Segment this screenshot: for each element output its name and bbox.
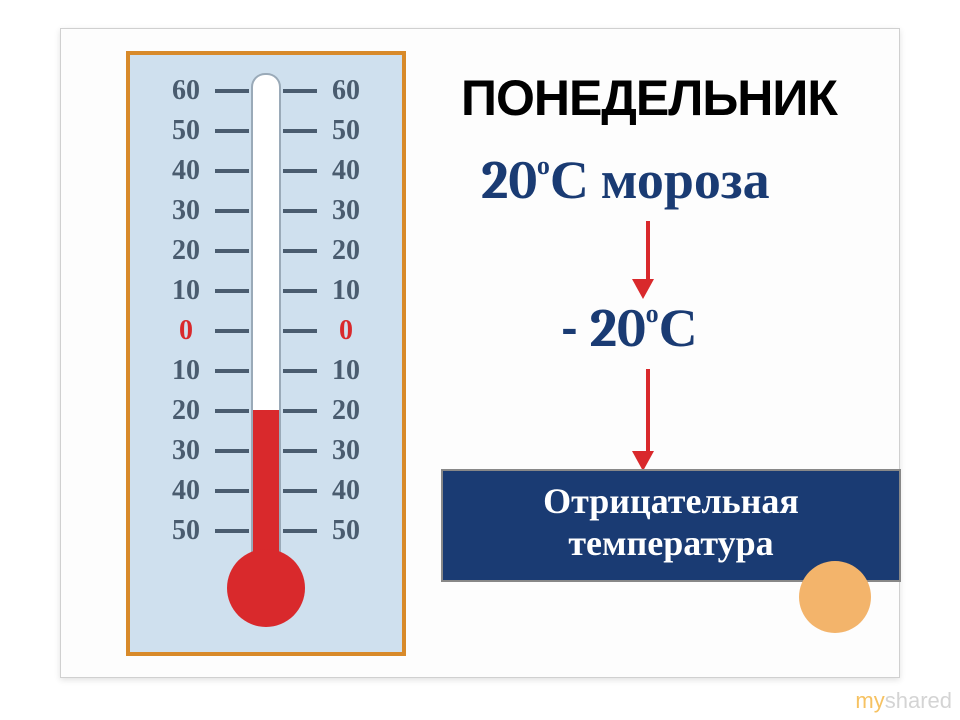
arrow-down-icon (641, 369, 654, 471)
result-line-2: температура (449, 523, 893, 565)
tick-line (215, 169, 249, 173)
tick-label-right: 60 (317, 75, 375, 107)
decorative-circle (799, 561, 871, 633)
slide-frame: 60 60 50 50 40 40 30 30 20 20 10 10 0 0 10 10 20 20 30 30 40… (60, 28, 900, 678)
watermark: myshared (855, 688, 952, 714)
tick-line (215, 249, 249, 253)
tick-label-right: 10 (317, 355, 375, 387)
tick-label-left: 30 (157, 195, 215, 227)
arrow-head (632, 451, 654, 471)
tick-label-right: 30 (317, 195, 375, 227)
tick-line (283, 209, 317, 213)
temperature-value: - 20 оС (561, 297, 698, 360)
tick-line (283, 489, 317, 493)
tick-line (215, 529, 249, 533)
day-title: ПОНЕДЕЛЬНИК (461, 69, 837, 127)
tick-label-right: 10 (317, 275, 375, 307)
tick-line (283, 289, 317, 293)
tick-label-left: 40 (157, 155, 215, 187)
tick-line (215, 409, 249, 413)
tick-line (215, 329, 249, 333)
arrow-head (632, 279, 654, 299)
watermark-rest: shared (885, 688, 952, 713)
tick-line (283, 329, 317, 333)
tick-line (215, 449, 249, 453)
value-number: - 20 (561, 297, 646, 360)
arrow-stem (646, 221, 650, 279)
desc-unit: С мороза (550, 149, 770, 212)
tick-line (215, 369, 249, 373)
tick-line (215, 289, 249, 293)
result-line-1: Отрицательная (449, 481, 893, 523)
desc-number: 20 (481, 149, 537, 212)
degree-symbol: о (640, 299, 659, 329)
watermark-prefix: my (855, 688, 884, 713)
tick-label-right: 20 (317, 395, 375, 427)
tick-label-left: 40 (157, 475, 215, 507)
tick-label-left: 20 (157, 235, 215, 267)
temperature-description: 20 оС мороза (481, 149, 770, 212)
tick-line (215, 129, 249, 133)
tick-line (215, 209, 249, 213)
tick-label-left: 50 (157, 515, 215, 547)
tick-line (215, 489, 249, 493)
tick-label-left: 60 (157, 75, 215, 107)
value-unit: С (659, 297, 698, 360)
tick-label-right: 50 (317, 115, 375, 147)
tick-label-left: 50 (157, 115, 215, 147)
tick-line (283, 89, 317, 93)
tick-label-left: 30 (157, 435, 215, 467)
thermometer-bulb (227, 549, 305, 627)
degree-symbol: о (531, 151, 550, 181)
thermometer: 60 60 50 50 40 40 30 30 20 20 10 10 0 0 10 10 20 20 30 30 40… (126, 51, 406, 656)
tick-line (283, 449, 317, 453)
tick-line (283, 529, 317, 533)
arrow-stem (646, 369, 650, 451)
tick-label-right: 20 (317, 235, 375, 267)
tick-label-left: 10 (157, 275, 215, 307)
arrow-down-icon (641, 221, 654, 299)
tick-label-left: 0 (157, 315, 215, 347)
tick-line (283, 369, 317, 373)
tick-line (283, 249, 317, 253)
tick-label-left: 10 (157, 355, 215, 387)
tick-label-right: 30 (317, 435, 375, 467)
tick-label-right: 0 (317, 315, 375, 347)
tick-label-right: 40 (317, 475, 375, 507)
tick-line (283, 129, 317, 133)
tick-line (215, 89, 249, 93)
tick-line (283, 409, 317, 413)
tick-line (283, 169, 317, 173)
tick-label-right: 40 (317, 155, 375, 187)
tick-label-right: 50 (317, 515, 375, 547)
tick-label-left: 20 (157, 395, 215, 427)
